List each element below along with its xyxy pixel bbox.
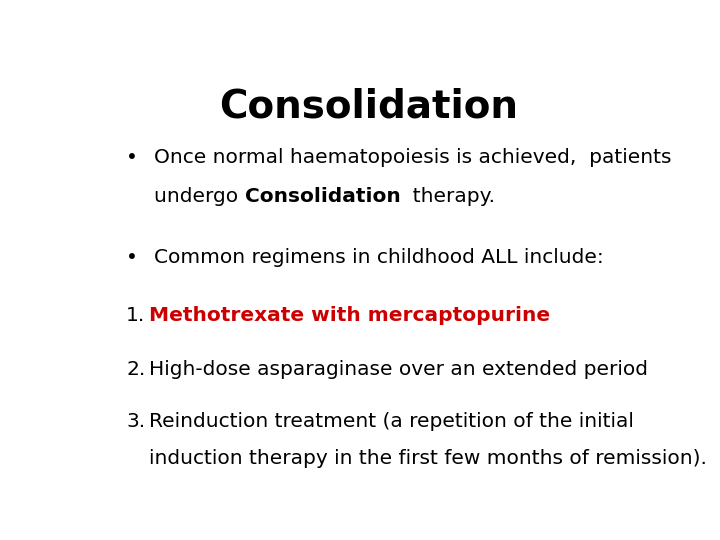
Text: Consolidation: Consolidation bbox=[220, 87, 518, 126]
Text: induction therapy in the first few months of remission).: induction therapy in the first few month… bbox=[148, 449, 706, 468]
Text: Once normal haematopoiesis is achieved,  patients: Once normal haematopoiesis is achieved, … bbox=[154, 148, 672, 167]
Text: •: • bbox=[126, 248, 138, 267]
Text: 3.: 3. bbox=[126, 412, 145, 431]
Text: undergo: undergo bbox=[154, 187, 245, 206]
Text: Consolidation: Consolidation bbox=[245, 187, 400, 206]
Text: Reinduction treatment (a repetition of the initial: Reinduction treatment (a repetition of t… bbox=[148, 412, 634, 431]
Text: therapy.: therapy. bbox=[400, 187, 495, 206]
Text: 1.: 1. bbox=[126, 306, 145, 325]
Text: High-dose asparaginase over an extended period: High-dose asparaginase over an extended … bbox=[148, 360, 647, 379]
Text: Common regimens in childhood ALL include:: Common regimens in childhood ALL include… bbox=[154, 248, 604, 267]
Text: 2.: 2. bbox=[126, 360, 145, 379]
Text: •: • bbox=[126, 148, 138, 167]
Text: Methotrexate with mercaptopurine: Methotrexate with mercaptopurine bbox=[148, 306, 549, 325]
